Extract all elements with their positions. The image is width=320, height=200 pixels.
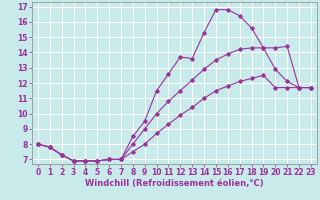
X-axis label: Windchill (Refroidissement éolien,°C): Windchill (Refroidissement éolien,°C) (85, 179, 264, 188)
